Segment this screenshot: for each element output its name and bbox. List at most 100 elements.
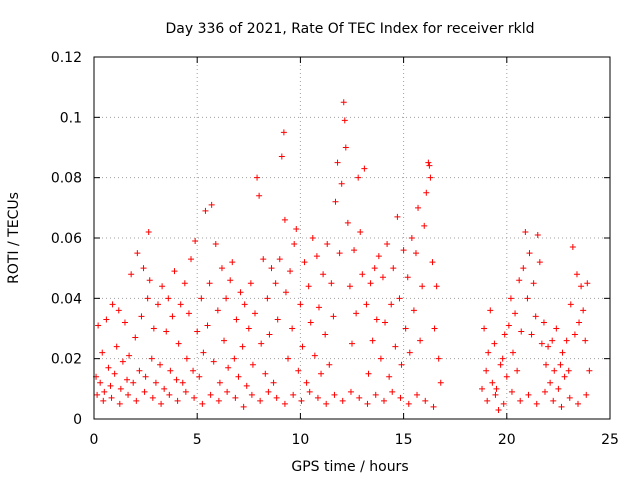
data-point: [248, 391, 255, 398]
data-point: [276, 256, 283, 263]
chart-title: Day 336 of 2021, Rate Of TEC Index for r…: [165, 21, 534, 37]
data-point: [419, 283, 426, 290]
data-point: [229, 259, 236, 266]
data-point: [251, 310, 258, 317]
data-point: [124, 376, 131, 383]
data-point: [130, 379, 137, 386]
data-point: [417, 337, 424, 344]
data-point: [575, 400, 582, 407]
data-point: [359, 271, 366, 278]
data-point: [136, 367, 143, 374]
x-tick-label: 5: [193, 432, 202, 448]
data-point: [536, 259, 543, 266]
data-point: [297, 301, 304, 308]
data-point: [573, 271, 580, 278]
data-point: [175, 340, 182, 347]
data-point: [408, 235, 415, 241]
data-point: [212, 241, 219, 248]
data-point: [307, 319, 314, 326]
data-point: [204, 322, 211, 329]
data-point: [492, 391, 499, 398]
data-point: [429, 259, 436, 266]
data-point: [377, 355, 384, 362]
data-point: [320, 271, 327, 278]
data-point: [257, 397, 264, 404]
data-point: [553, 325, 560, 332]
data-point: [415, 204, 422, 211]
data-point: [379, 274, 386, 281]
data-point: [97, 379, 104, 386]
data-point: [258, 340, 265, 347]
data-point: [215, 397, 222, 404]
data-point: [142, 373, 149, 380]
data-point: [487, 307, 494, 314]
data-point: [410, 307, 417, 314]
data-point: [262, 370, 269, 377]
data-point: [414, 391, 421, 398]
data-point: [237, 289, 244, 296]
y-tick-label: 0.04: [51, 291, 82, 307]
ticks-layer: 0 5 10 15 20 25 0 0.02 0.04 0.06 0.08 0.1 0.12: [51, 50, 619, 448]
data-point: [270, 379, 277, 386]
data-point: [125, 391, 132, 398]
y-tick-label: 0.1: [60, 110, 82, 126]
data-point: [541, 388, 548, 395]
data-point: [266, 331, 273, 338]
data-point: [154, 301, 161, 308]
data-point: [301, 259, 308, 266]
data-point: [516, 277, 523, 284]
data-point: [281, 216, 288, 223]
data-point: [491, 340, 498, 347]
data-point: [404, 274, 411, 281]
data-point: [578, 283, 585, 290]
data-point: [328, 280, 335, 287]
data-point: [305, 283, 312, 290]
data-point: [309, 235, 316, 241]
data-point: [402, 325, 409, 332]
data-point: [278, 153, 285, 160]
data-point: [256, 192, 263, 199]
x-tick-label: 15: [395, 432, 413, 448]
data-point: [549, 337, 556, 344]
data-point: [389, 388, 396, 395]
data-point: [183, 355, 190, 362]
data-point: [208, 201, 215, 208]
y-tick-label: 0: [73, 412, 82, 428]
data-point: [349, 340, 355, 347]
data-point: [555, 385, 562, 392]
data-point: [243, 382, 250, 389]
data-point: [526, 250, 533, 257]
y-tick-label: 0.02: [51, 352, 82, 368]
data-point: [148, 355, 155, 362]
data-point: [311, 352, 318, 359]
data-point: [196, 373, 203, 380]
data-point: [425, 159, 432, 166]
data-point: [534, 231, 541, 238]
data-point: [547, 379, 554, 386]
data-point: [567, 301, 574, 308]
data-point: [281, 400, 288, 407]
data-point: [150, 325, 157, 332]
data-point: [109, 301, 116, 308]
data-point: [353, 310, 360, 317]
data-point: [406, 349, 413, 356]
data-point: [221, 337, 228, 344]
data-point: [582, 337, 589, 344]
data-point: [540, 319, 547, 326]
data-point: [315, 304, 322, 311]
data-point: [173, 376, 180, 383]
data-point: [101, 388, 108, 395]
data-point: [518, 328, 525, 335]
data-point: [290, 391, 297, 398]
data-point: [231, 355, 238, 362]
data-point: [163, 328, 170, 335]
data-point: [332, 198, 339, 205]
data-point: [206, 280, 213, 287]
plot-frame: [93, 56, 611, 420]
data-point: [421, 222, 428, 229]
data-point: [338, 180, 345, 187]
data-point: [528, 331, 535, 338]
data-point: [167, 367, 174, 374]
data-point: [569, 244, 576, 251]
data-point: [140, 265, 147, 272]
